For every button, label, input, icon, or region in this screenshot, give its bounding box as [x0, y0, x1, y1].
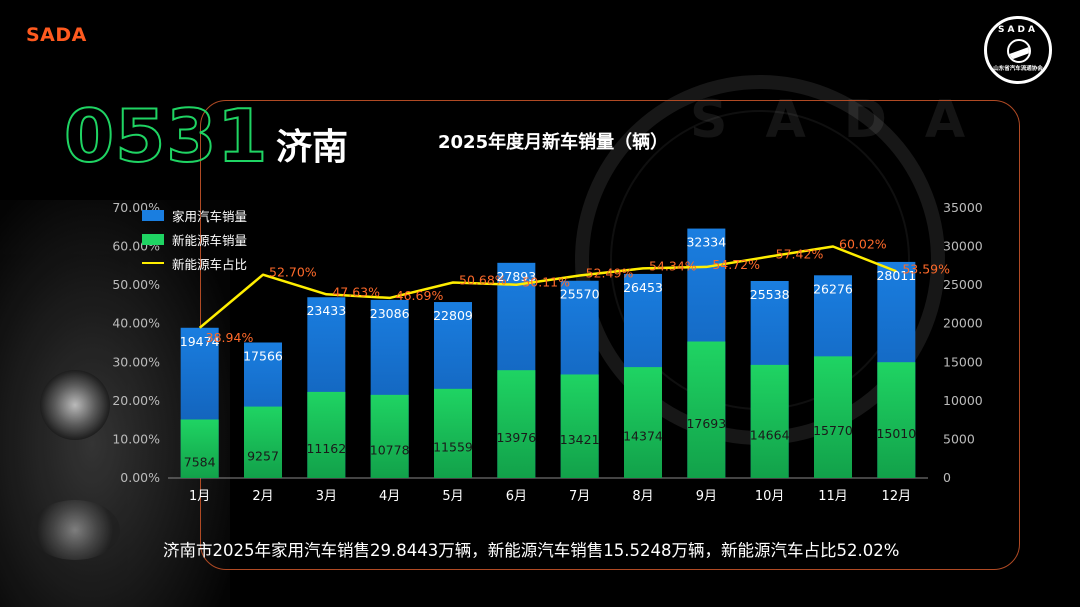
share-label: 54.72%: [712, 257, 760, 272]
share-label: 57.42%: [776, 247, 824, 262]
legend-label-total: 家用汽车销量: [172, 208, 248, 224]
bar-nev: [814, 356, 852, 478]
x-axis-tick-label: 5月: [442, 489, 463, 504]
bar-total-label: 25538: [750, 287, 790, 302]
left-axis-tick-label: 30.00%: [112, 354, 160, 369]
right-axis-tick-label: 15000: [943, 354, 983, 369]
right-axis-tick-label: 20000: [943, 316, 983, 331]
legend-label-nev: 新能源车销量: [172, 232, 248, 248]
x-axis-tick-label: 10月: [755, 489, 785, 504]
x-axis-tick-label: 9月: [696, 489, 717, 504]
share-label: 38.94%: [206, 330, 254, 345]
left-axis-tick-label: 50.00%: [112, 277, 160, 292]
bar-nev-label: 13421: [560, 432, 600, 447]
legend-item-nev: 新能源车销量: [142, 227, 247, 251]
bar-total-label: 23433: [306, 303, 346, 318]
bar-total-label: 19474: [180, 334, 220, 349]
bar-total-label: 22809: [433, 308, 473, 323]
chart-legend: 家用汽车销量 新能源车销量 新能源车占比: [142, 203, 247, 275]
left-axis-tick-label: 20.00%: [112, 393, 160, 408]
summary-text: 济南市2025年家用汽车销售29.8443万辆，新能源汽车销售15.5248万辆…: [163, 541, 900, 560]
bar-nev-label: 11162: [306, 441, 346, 456]
bar-total-label: 26453: [623, 280, 663, 295]
bar-nev-label: 14374: [623, 429, 663, 444]
x-axis-tick-label: 8月: [632, 489, 653, 504]
legend-label-share: 新能源车占比: [172, 256, 248, 272]
right-axis-tick-label: 5000: [943, 431, 975, 446]
bar-nev-label: 7584: [184, 455, 216, 470]
bar-total-label: 27893: [496, 269, 536, 284]
x-axis-tick-label: 2月: [252, 489, 273, 504]
legend-item-total: 家用汽车销量: [142, 203, 247, 227]
x-axis-tick-label: 11月: [818, 489, 848, 504]
share-label: 52.70%: [269, 265, 317, 280]
x-axis-tick-label: 7月: [569, 489, 590, 504]
left-axis-tick-label: 0.00%: [120, 470, 160, 485]
x-axis-tick-label: 3月: [316, 489, 337, 504]
bar-total-label: 32334: [686, 235, 726, 250]
legend-item-share: 新能源车占比: [142, 251, 247, 275]
share-line: [198, 245, 897, 329]
bar-total-label: 23086: [370, 306, 410, 321]
x-axis-tick-label: 12月: [882, 489, 912, 504]
bar-nev: [560, 374, 599, 478]
bar-nev-label: 15770: [813, 423, 853, 438]
bar-nev-label: 11559: [433, 439, 473, 454]
share-label: 60.02%: [839, 236, 887, 251]
chart-title: 2025年度月新车销量（辆）: [438, 132, 669, 153]
bar-nev-label: 9257: [247, 448, 279, 463]
legend-swatch-nev: [142, 233, 164, 245]
bar-total-label: 26276: [813, 281, 853, 296]
brand-wordmark: SADA: [26, 24, 87, 46]
logo-top-text: SADA: [998, 25, 1038, 35]
share-label: 52.49%: [586, 266, 634, 281]
left-axis-tick-label: 10.00%: [112, 431, 160, 446]
share-label: 53.59%: [902, 261, 950, 276]
share-label: 50.11%: [522, 275, 570, 290]
right-axis-tick-label: 0: [943, 470, 951, 485]
bar-nev-label: 17693: [686, 416, 726, 431]
logo-bottom-text: 山东省汽车流通协会: [993, 66, 1043, 72]
bar-nev: [180, 419, 219, 478]
right-axis-tick-label: 25000: [943, 277, 983, 292]
bar-nev-label: 14664: [750, 427, 790, 442]
bar-nev: [434, 388, 472, 478]
association-logo: SADA 山东省汽车流通协会: [984, 16, 1052, 84]
city-name: 济南: [276, 127, 349, 168]
right-axis-tick-label: 35000: [943, 200, 983, 215]
bar-nev: [497, 370, 536, 478]
x-axis-tick-label: 4月: [379, 489, 400, 504]
share-label: 47.63%: [332, 284, 380, 299]
share-label: 46.69%: [396, 288, 444, 303]
bar-total-label: 25570: [560, 287, 600, 302]
bar-nev: [750, 364, 789, 478]
bar-nev: [244, 406, 282, 478]
share-label: 50.68%: [459, 273, 507, 288]
bar-nev-label: 13976: [496, 430, 536, 445]
share-label: 54.34%: [649, 258, 697, 273]
left-axis-tick-label: 40.00%: [112, 316, 160, 331]
car-headlight-left: [40, 370, 110, 440]
x-axis-tick-label: 1月: [189, 489, 210, 504]
bar-nev: [877, 362, 916, 478]
bar-nev-label: 15010: [876, 426, 916, 441]
right-axis-tick-label: 10000: [943, 393, 983, 408]
bar-nev: [687, 341, 726, 478]
city-code: 0531: [63, 94, 269, 178]
car-headlight-right: [30, 500, 120, 560]
right-axis-tick-label: 30000: [943, 239, 983, 254]
x-axis-tick-label: 6月: [506, 489, 527, 504]
bar-total-label: 17566: [243, 348, 283, 363]
bar-nev: [307, 391, 346, 478]
legend-swatch-share: [142, 262, 164, 264]
legend-swatch-total: [142, 209, 164, 221]
bar-total-label: 28011: [876, 268, 916, 283]
bar-nev: [624, 367, 662, 478]
bar-nev-label: 10778: [370, 442, 410, 457]
logo-mark-icon: [1007, 39, 1031, 63]
bar-nev: [370, 394, 409, 478]
